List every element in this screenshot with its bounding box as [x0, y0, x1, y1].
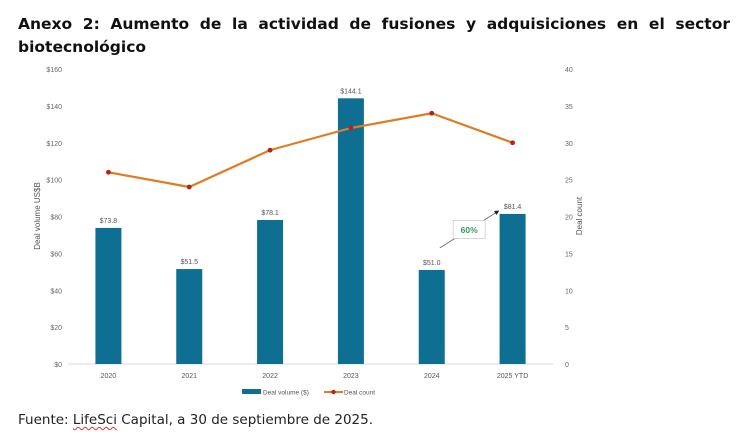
legend-line-marker	[331, 389, 336, 395]
right-tick-label: 0	[565, 362, 569, 369]
source-company: LifeSci	[72, 412, 117, 428]
bar-series	[95, 98, 526, 365]
legend-label-volume: Deal volume ($)	[263, 390, 309, 397]
annotation-label: 60%	[461, 225, 478, 235]
bar-data-label: $81.4	[504, 204, 522, 211]
y-axis-title-left: Deal volume US$B	[33, 182, 42, 250]
y-axis-title-right: Deal count	[575, 196, 584, 235]
x-tick-label: 2023	[343, 373, 359, 380]
left-tick-label: $20	[50, 325, 62, 332]
bar-data-label: $73.8	[100, 218, 118, 225]
right-tick-label: 30	[565, 141, 573, 148]
bar	[337, 98, 364, 365]
x-tick-label: 2025 YTD	[497, 373, 528, 380]
right-tick-label: 10	[565, 288, 573, 295]
right-tick-label: 15	[565, 251, 573, 258]
left-axis-ticks: $0 $20 $40 $60 $80 $100 $120 $140 $160	[46, 67, 62, 369]
deal-count-line	[108, 112, 513, 189]
left-tick-label: $140	[46, 104, 62, 111]
right-axis-ticks: 0 5 10 15 20 25 30 35 40	[565, 67, 573, 369]
x-tick-label: 2024	[424, 373, 440, 380]
deal-count-point	[186, 184, 192, 190]
source-prefix: Fuente:	[18, 412, 73, 428]
left-tick-label: $0	[54, 362, 62, 369]
source-suffix: Capital, a 30 de septiembre de 2025.	[116, 412, 374, 428]
left-tick-label: $100	[46, 178, 62, 185]
x-axis-ticks: 2020 2021 2022 2023 2024 2025 YTD	[101, 373, 529, 380]
deal-count-point	[348, 125, 354, 131]
bar-data-labels: $73.8 $51.5 $78.1 $144.1 $51.0 $81.4	[100, 88, 522, 267]
line-series	[106, 110, 515, 190]
bar-data-label: $78.1	[261, 210, 279, 217]
x-tick-label: 2020	[101, 373, 117, 380]
x-tick-label: 2022	[262, 373, 278, 380]
annotation-box	[452, 220, 486, 239]
legend-label-count: Deal count	[344, 390, 375, 397]
bar	[499, 213, 526, 364]
left-tick-label: $60	[50, 251, 62, 258]
legend-bar-swatch	[242, 389, 261, 394]
right-tick-label: 25	[565, 178, 573, 185]
bar-data-label: $144.1	[340, 88, 362, 95]
exhibit-title: Anexo 2: Aumento de la actividad de fusi…	[18, 15, 730, 56]
legend: Deal volume ($) Deal count	[242, 389, 375, 397]
ma-activity-chart: $0$20$40$60$80$100$120$140$160 051015202…	[33, 67, 584, 397]
bar	[176, 269, 203, 364]
bar	[418, 269, 445, 364]
deal-count-point	[429, 110, 435, 116]
source-note: Fuente: LifeSci Capital, a 30 de septiem…	[18, 412, 373, 428]
deal-count-point	[510, 140, 515, 146]
bar-data-label: $51.5	[180, 259, 198, 266]
bar-data-label: $51.0	[423, 260, 441, 267]
deal-count-point	[106, 169, 111, 175]
right-tick-label: 35	[565, 104, 573, 111]
left-tick-label: $40	[50, 288, 62, 295]
left-tick-label: $160	[46, 67, 62, 74]
right-tick-label: 20	[565, 215, 573, 222]
right-tick-label: 40	[565, 67, 573, 74]
left-tick-label: $120	[46, 141, 62, 148]
bar	[95, 227, 122, 364]
growth-annotation: 60%	[439, 210, 500, 249]
right-tick-label: 5	[565, 325, 569, 332]
left-tick-label: $80	[50, 215, 62, 222]
x-tick-label: 2021	[181, 373, 197, 380]
deal-count-point	[267, 147, 273, 153]
bar	[257, 220, 284, 364]
